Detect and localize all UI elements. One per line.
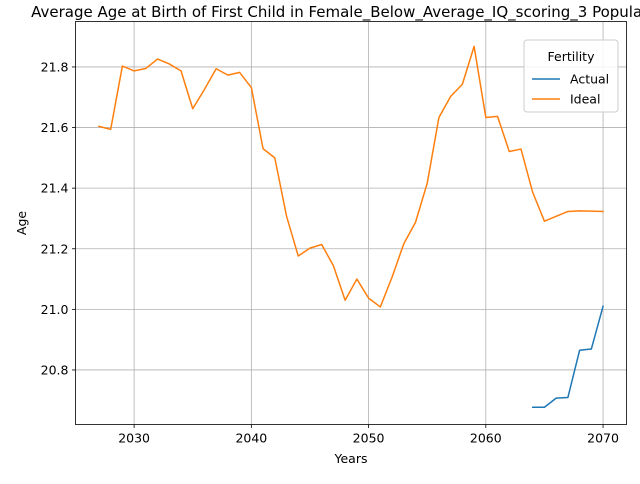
y-tick-label: 21.4 — [41, 181, 69, 196]
x-tick-label: 2030 — [118, 431, 150, 446]
axis-ticks: 2030 2040 2050 2060 2070 20.8 21.0 21.2 21.4 21.6… — [41, 59, 619, 445]
y-tick-label: 21.6 — [41, 120, 69, 135]
x-tick-label: 2070 — [587, 431, 619, 446]
x-tick-label: 2040 — [235, 431, 267, 446]
chart-title: Average Age at Birth of First Child in F… — [31, 3, 640, 22]
legend-entries: Actual Ideal — [532, 72, 609, 107]
legend-box — [523, 39, 619, 113]
x-tick-label: 2060 — [470, 431, 502, 446]
series-lines — [98, 45, 604, 408]
y-tick-label: 21.2 — [41, 241, 69, 256]
plot-frame — [75, 21, 627, 425]
y-axis-label: Age — [14, 211, 29, 235]
legend-label-actual: Actual — [570, 72, 609, 87]
legend: Fertility Actual Ideal — [523, 39, 619, 113]
series-line-ideal — [98, 45, 604, 308]
y-tick-label: 21.0 — [41, 302, 69, 317]
legend-label-ideal: Ideal — [570, 92, 600, 107]
x-axis-label: Years — [334, 451, 368, 466]
legend-title: Fertility — [548, 49, 596, 64]
x-tick-label: 2050 — [353, 431, 385, 446]
y-tick-label: 21.8 — [41, 59, 69, 74]
y-tick-label: 20.8 — [41, 362, 69, 377]
series-line-actual — [531, 305, 604, 408]
